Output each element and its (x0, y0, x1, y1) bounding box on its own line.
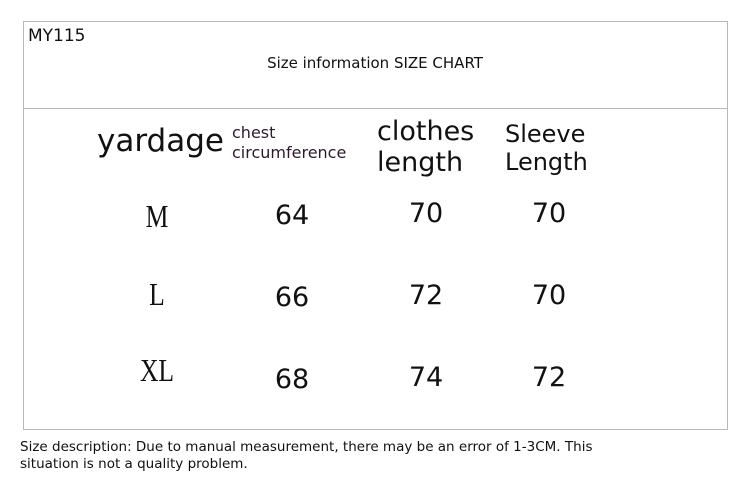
row-chest: 68 (274, 364, 310, 395)
header-chest-line2: circumference (232, 143, 347, 162)
header-divider (23, 108, 727, 109)
row-clothes: 70 (408, 198, 444, 229)
row-sleeve: 72 (531, 362, 567, 393)
header-clothes-length: clothes length (377, 116, 474, 178)
product-code: MY115 (28, 26, 86, 46)
size-chart-frame (23, 21, 728, 430)
row-size: XL (139, 352, 175, 388)
header-sleeve-line1: Sleeve (505, 120, 586, 148)
row-size: M (145, 198, 169, 234)
row-sleeve: 70 (531, 280, 567, 311)
row-sleeve: 70 (531, 198, 567, 229)
header-clothes-line2: length (377, 147, 464, 178)
header-chest-line1: chest (232, 123, 276, 142)
header-sleeve-length: Sleeve Length (505, 120, 588, 176)
row-clothes: 72 (408, 280, 444, 311)
chart-title: Size information SIZE CHART (267, 54, 483, 72)
size-note: Size description: Due to manual measurem… (20, 439, 592, 473)
header-sleeve-line2: Length (505, 148, 588, 176)
header-clothes-line1: clothes (377, 116, 475, 147)
header-chest: chest circumference (232, 123, 346, 163)
row-clothes: 74 (408, 362, 444, 393)
size-note-line1: Size description: Due to manual measurem… (20, 439, 593, 455)
row-chest: 66 (274, 282, 310, 313)
size-note-line2: situation is not a quality problem. (20, 456, 248, 472)
header-size: yardage (97, 123, 224, 159)
row-size: L (149, 276, 165, 312)
row-chest: 64 (274, 200, 310, 231)
